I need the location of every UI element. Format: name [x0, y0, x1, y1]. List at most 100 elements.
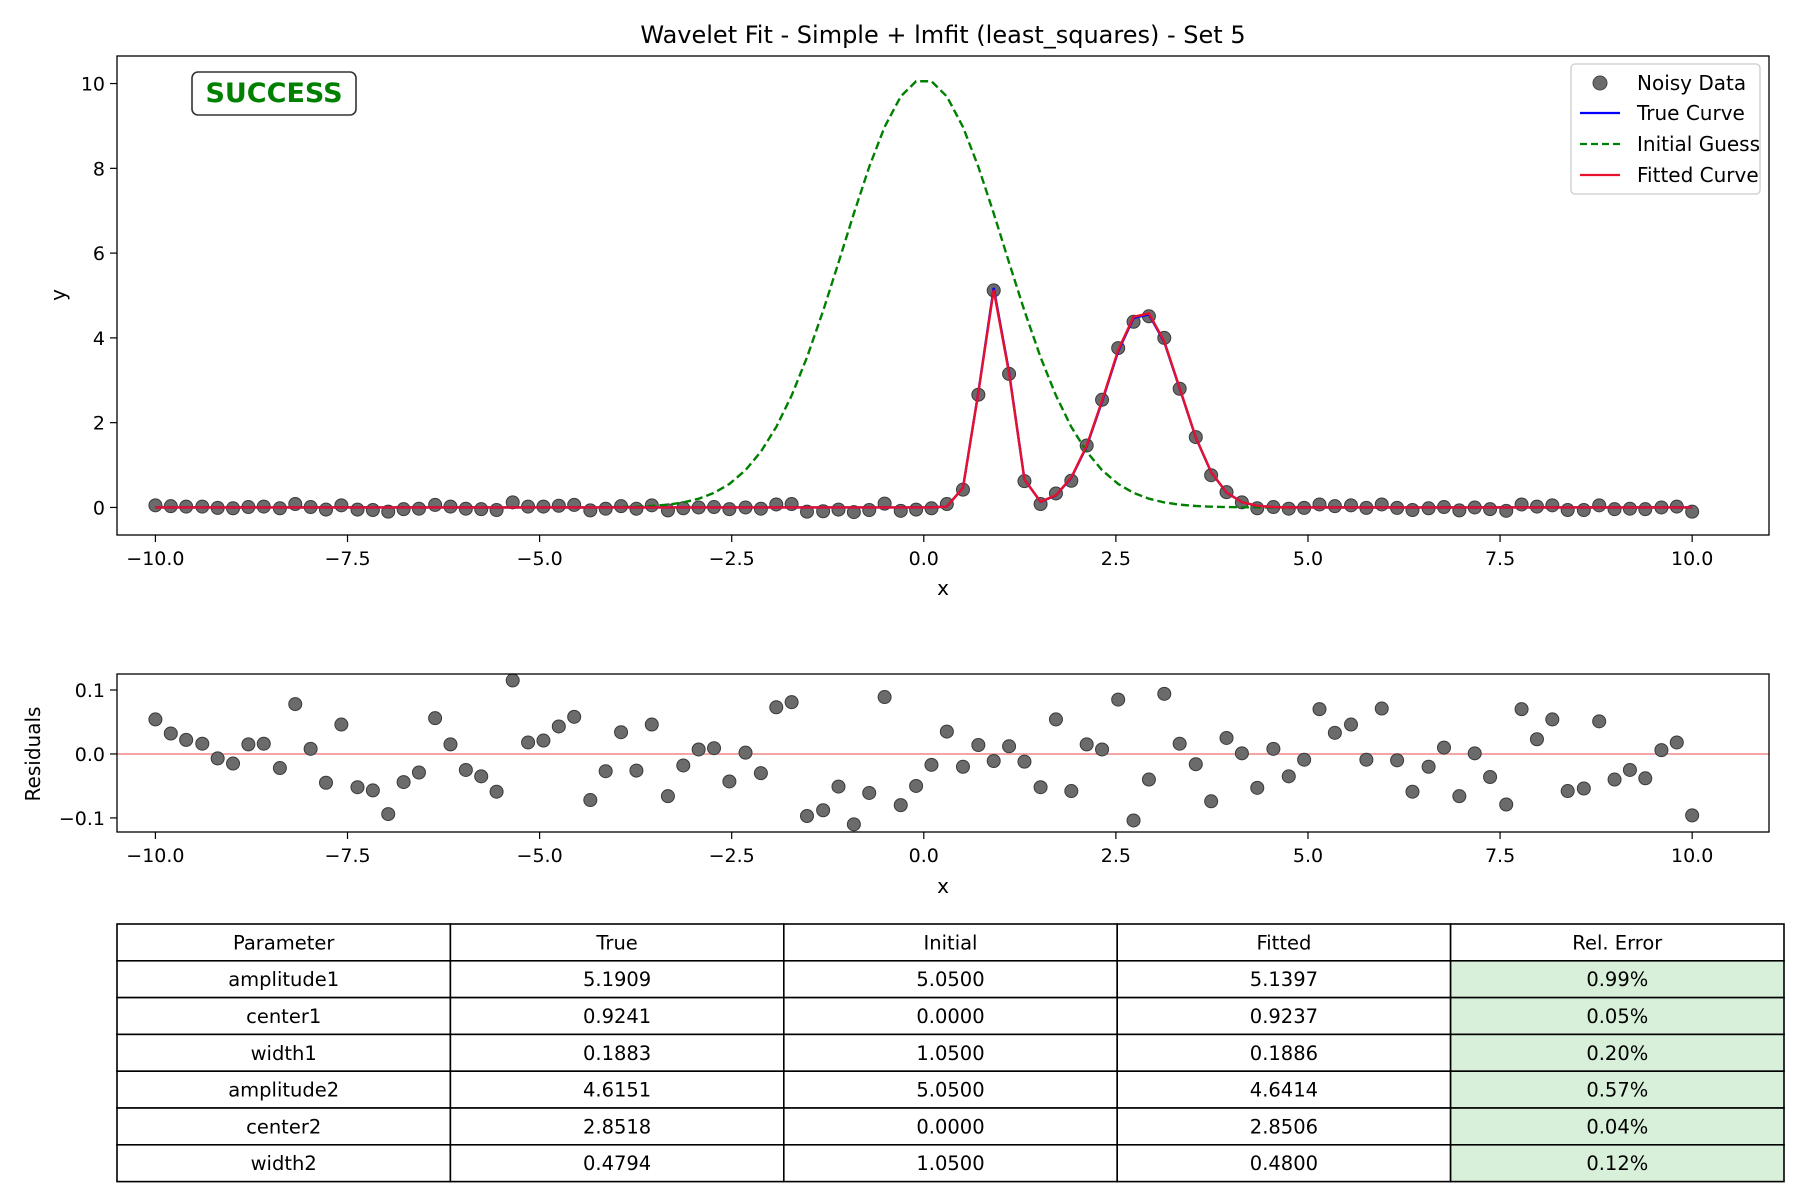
- residuals-x-tick-label: −7.5: [324, 845, 370, 867]
- fit-x-tick-label: −5.0: [517, 548, 563, 570]
- noisy-data-point: [1592, 498, 1607, 513]
- residual-point: [551, 719, 566, 734]
- noisy-data-point: [1607, 502, 1622, 517]
- fit-x-tick-label: −10.0: [126, 548, 184, 570]
- parameter-table: Parameter True Initial Fitted Rel. Error ampl…: [116, 923, 1785, 1183]
- residual-point: [365, 783, 380, 798]
- status-badge-text: SUCCESS: [205, 78, 342, 109]
- residual-point: [644, 717, 659, 732]
- table-cell-text: 0.20%: [1586, 1042, 1648, 1065]
- table-cell: [116, 1144, 452, 1183]
- noisy-data-point: [846, 505, 861, 520]
- noisy-data-point: [396, 502, 411, 517]
- noisy-data-point: [1560, 502, 1575, 517]
- table-cell-text: 0.57%: [1586, 1079, 1648, 1102]
- residual-point: [195, 736, 210, 751]
- residual-point: [272, 761, 287, 776]
- fit-x-tick-label: 10.0: [1671, 548, 1713, 570]
- fit-y-tick-label: 6: [93, 243, 105, 265]
- noisy-data-point: [1374, 497, 1389, 512]
- table-header-cell: [1116, 923, 1452, 962]
- residual-point: [163, 726, 178, 741]
- residual-point: [1204, 794, 1219, 809]
- residual-point: [722, 774, 737, 789]
- residual-point: [428, 711, 443, 726]
- table-cell-text: 1.0500: [916, 1042, 984, 1065]
- fit-x-tick-label: 7.5: [1485, 548, 1515, 570]
- residuals-x-tick-label: −10.0: [126, 845, 184, 867]
- noisy-data-point: [629, 501, 644, 516]
- residuals-plot: −10.0 −7.5 −5.0 −2.5 0.0 2.5 5.0 7.5 10.0 0.1 0.0…: [21, 673, 1770, 898]
- residual-point: [1172, 736, 1187, 751]
- table-cell-text: width1: [251, 1042, 317, 1065]
- residual-point: [443, 737, 458, 752]
- residual-point: [1297, 752, 1312, 767]
- residual-point: [288, 697, 303, 712]
- noisy-data-point: [411, 501, 426, 516]
- residual-point: [303, 741, 318, 756]
- table-cell-text: 5.1397: [1250, 968, 1318, 991]
- residual-point: [1654, 743, 1669, 758]
- legend-label-noisy-data: Noisy Data: [1637, 71, 1746, 95]
- noisy-data-point: [365, 502, 380, 517]
- table-cell-text: 2.8518: [583, 1115, 651, 1138]
- residual-point: [676, 758, 691, 773]
- table-cell: [1449, 959, 1785, 999]
- noisy-data-point: [1327, 499, 1342, 514]
- residual-point: [474, 769, 489, 784]
- table-cell-text: 0.05%: [1586, 1005, 1648, 1028]
- noisy-data-point: [567, 497, 582, 512]
- noisy-data-point: [318, 502, 333, 517]
- residual-point: [1390, 753, 1405, 768]
- table-cell-text: 0.4800: [1250, 1152, 1318, 1175]
- residuals-x-tick-label: 5.0: [1293, 845, 1323, 867]
- fit-y-axis-label: y: [46, 289, 70, 301]
- residual-point: [1281, 769, 1296, 784]
- residuals-x-ticks: −10.0 −7.5 −5.0 −2.5 0.0 2.5 5.0 7.5 10.0: [126, 832, 1713, 867]
- fit-plot-area: [117, 56, 1769, 535]
- table-cell-text: 0.1886: [1250, 1042, 1318, 1065]
- fitted-curve-line: [155, 289, 1693, 509]
- noisy-data-point: [862, 502, 877, 517]
- residual-point: [350, 780, 365, 795]
- fit-y-ticks: 0 2 4 6 8 10: [81, 74, 117, 519]
- residual-point: [1405, 784, 1420, 799]
- residual-point: [598, 764, 613, 779]
- residual-point: [148, 712, 163, 727]
- residual-point: [318, 775, 333, 790]
- residuals-series: [117, 673, 1769, 832]
- table-cell: [782, 959, 1118, 999]
- residuals-x-tick-label: 2.5: [1101, 845, 1131, 867]
- table-cell-text: amplitude1: [228, 968, 339, 991]
- noisy-data-point: [1344, 498, 1359, 513]
- fit-x-tick-label: −2.5: [709, 548, 755, 570]
- table-cell: [449, 1107, 785, 1146]
- residuals-x-tick-label: −2.5: [709, 845, 755, 867]
- residual-point: [1064, 784, 1079, 799]
- noisy-data-point: [1622, 501, 1637, 516]
- fit-x-tick-label: 2.5: [1101, 548, 1131, 570]
- residual-point: [567, 709, 582, 724]
- noisy-data-point: [505, 495, 520, 510]
- residual-point: [1467, 746, 1482, 761]
- fit-plot-frame: [116, 55, 1770, 536]
- noisy-data-point: [1638, 502, 1653, 517]
- fit-series: [148, 80, 1700, 520]
- residual-point: [1638, 771, 1653, 786]
- table-cell: [1116, 1144, 1452, 1183]
- residual-point: [1529, 732, 1544, 747]
- residual-point: [411, 765, 426, 780]
- table-header-cell: [1449, 923, 1785, 962]
- legend-box: [1570, 63, 1761, 195]
- table-cell-text: 4.6414: [1250, 1079, 1318, 1102]
- fit-y-tick-label: 10: [81, 74, 105, 96]
- residual-point: [489, 784, 504, 799]
- residuals-y-tick-label: 0.0: [75, 744, 105, 766]
- residual-point: [1141, 772, 1156, 787]
- residual-point: [396, 775, 411, 790]
- fit-y-tick-label: 0: [93, 497, 105, 519]
- residual-point: [893, 798, 908, 813]
- noisy-data-point: [1064, 473, 1079, 488]
- legend-label-initial-guess: Initial Guess: [1637, 132, 1760, 156]
